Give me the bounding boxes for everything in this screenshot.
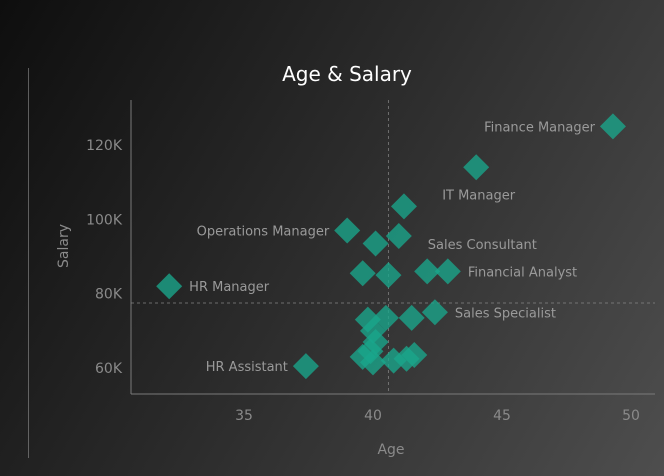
data-point-marker xyxy=(156,273,183,300)
data-point-marker xyxy=(599,113,626,140)
x-axis-label: Age xyxy=(377,442,404,458)
chart-title: Age & Salary xyxy=(282,62,412,86)
point-labels: Finance Manager IT Manager Operations Mana… xyxy=(189,120,595,375)
data-points xyxy=(156,113,626,380)
data-point-marker xyxy=(334,217,361,244)
x-tick-label: 50 xyxy=(622,408,640,424)
data-point-marker xyxy=(398,304,425,331)
y-tick-labels: 60K 80K 100K 120K xyxy=(86,138,123,377)
y-axis-label: Salary xyxy=(56,224,72,268)
x-tick-labels: 35 40 45 50 xyxy=(235,408,640,424)
y-tick-label: 60K xyxy=(95,361,123,377)
x-tick-label: 35 xyxy=(235,408,253,424)
y-tick-label: 100K xyxy=(86,212,123,228)
point-label: Operations Manager xyxy=(197,224,330,239)
y-tick-label: 80K xyxy=(95,287,123,303)
data-point-marker xyxy=(401,341,428,368)
data-point-marker xyxy=(385,223,412,250)
point-label: Sales Specialist xyxy=(455,306,556,321)
x-tick-label: 45 xyxy=(493,408,511,424)
data-point-marker xyxy=(375,262,402,289)
point-label: Financial Analyst xyxy=(468,265,577,280)
data-point-marker xyxy=(421,299,448,326)
data-point-marker xyxy=(292,353,319,380)
data-point-marker xyxy=(434,258,461,285)
left-frame-line xyxy=(28,68,29,458)
data-point-marker xyxy=(349,260,376,287)
data-point-marker xyxy=(463,154,490,181)
x-tick-label: 40 xyxy=(364,408,382,424)
y-tick-label: 120K xyxy=(86,138,123,154)
point-label: Finance Manager xyxy=(484,120,596,135)
data-point-marker xyxy=(362,230,389,257)
point-label: HR Assistant xyxy=(206,360,288,375)
data-point-marker xyxy=(414,258,441,285)
point-label: IT Manager xyxy=(442,188,516,203)
point-label: HR Manager xyxy=(189,280,270,295)
data-point-marker xyxy=(357,338,384,365)
data-point-marker xyxy=(390,193,417,220)
point-label: Sales Consultant xyxy=(428,238,537,253)
